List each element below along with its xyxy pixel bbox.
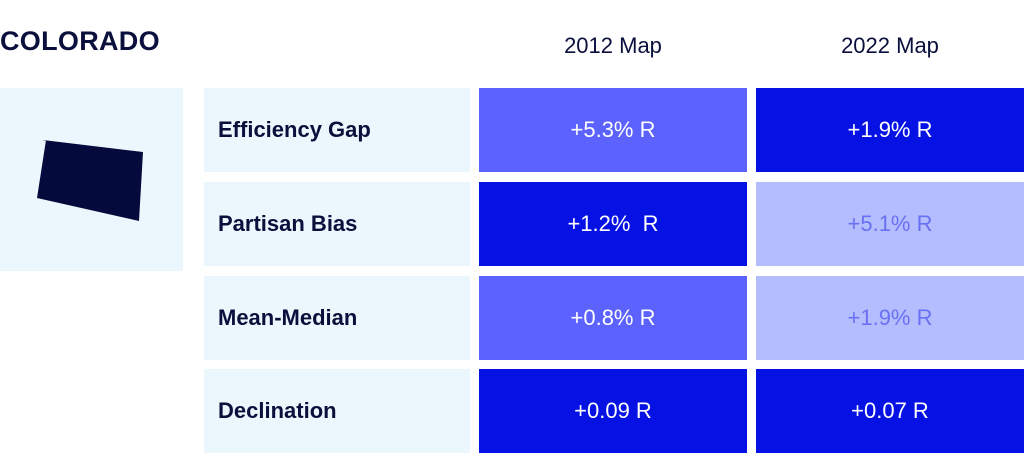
state-title: COLORADO: [0, 26, 160, 56]
value-cell-2012: +5.3% R: [479, 88, 747, 172]
column-header-2022: 2022 Map: [841, 33, 939, 58]
table-row: Mean-Median +0.8% R +1.9% R: [204, 276, 1024, 360]
metric-label-partisan-bias: Partisan Bias: [204, 182, 470, 266]
value-cell-2012: +0.8% R: [479, 276, 747, 360]
colorado-state-icon: [37, 140, 143, 221]
column-header-2012: 2012 Map: [564, 33, 662, 58]
table-row: Efficiency Gap +5.3% R +1.9% R: [204, 88, 1024, 172]
table-row: Declination +0.09 R +0.07 R: [204, 369, 1024, 453]
value-cell-2022: +1.9% R: [756, 276, 1024, 360]
state-map-panel: [0, 88, 183, 271]
metric-label-declination: Declination: [204, 369, 470, 453]
value-cell-2022: +1.9% R: [756, 88, 1024, 172]
value-cell-2022: +0.07 R: [756, 369, 1024, 453]
value-cell-2012: +0.09 R: [479, 369, 747, 453]
metric-label-efficiency-gap: Efficiency Gap: [204, 88, 470, 172]
metric-label-mean-median: Mean-Median: [204, 276, 470, 360]
table-row: Partisan Bias +1.2% R +5.1% R: [204, 182, 1024, 266]
value-cell-2012: +1.2% R: [479, 182, 747, 266]
value-cell-2022: +5.1% R: [756, 182, 1024, 266]
